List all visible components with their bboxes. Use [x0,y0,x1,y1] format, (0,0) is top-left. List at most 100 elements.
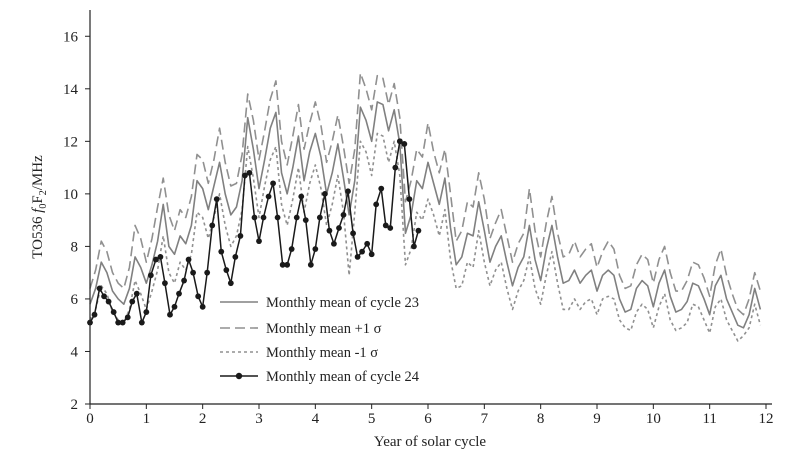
series-3-point-57 [354,254,361,260]
series-3-point-28 [218,248,225,255]
y-axis-label-f: f [30,207,46,213]
series-3-point-33 [242,172,248,179]
y-tick-label-3: 8 [71,239,79,255]
x-tick-label-9: 9 [593,411,601,427]
series-3-point-26 [209,222,216,229]
x-tick-label-7: 7 [481,411,489,427]
series-3-point-10 [133,290,140,297]
series-layer [87,72,762,342]
series-3-point-4 [105,298,112,305]
series-3-point-35 [251,214,258,221]
y-tick-label-7: 16 [63,29,79,45]
axes [89,10,772,405]
series-3-point-44 [293,214,300,221]
series-3-point-11 [138,319,145,326]
y-tick-label-4: 10 [63,187,78,203]
legend-label-plus-sigma: Monthly mean +1 σ [266,321,382,337]
y-axis-label-suffix: /MHz [30,155,46,190]
x-tick-label-4: 4 [312,411,320,427]
series-line-0 [89,101,762,329]
series-3-point-8 [124,314,131,321]
legend-label-minus-sigma: Monthly mean -1 σ [266,345,378,361]
series-3-point-49 [316,214,323,221]
y-tick-label-1: 4 [71,344,79,360]
series-3-point-22 [190,269,196,276]
series-3-point-62 [378,185,385,192]
series-3-point-37 [260,214,267,221]
series-3-point-55 [345,188,351,195]
series-3-point-63 [382,222,389,229]
series-3-point-27 [213,196,220,203]
x-tick-label-11: 11 [702,411,716,427]
series-3-point-64 [387,225,394,231]
series-3-point-67 [401,141,408,147]
series-3-point-51 [326,227,333,234]
series-3-point-3 [101,293,107,300]
y-tick-label-5: 12 [63,134,78,150]
series-3-point-52 [331,240,337,247]
series-3-point-29 [223,267,230,273]
series-3-point-32 [237,232,244,239]
series-3-point-54 [340,211,347,218]
series-3-point-43 [288,246,295,252]
series-3-point-2 [96,285,103,292]
legend-item-cycle24: Monthly mean of cycle 24 [220,369,420,385]
series-3-point-42 [284,261,291,268]
series-3-point-25 [204,269,211,276]
series-3-point-61 [373,201,380,208]
series-3-point-16 [162,280,168,287]
legend-label-cycle23: Monthly mean of cycle 23 [266,295,419,311]
series-3-point-69 [411,243,417,250]
series-3-point-48 [312,246,319,252]
series-3-point-68 [406,196,413,203]
series-3-point-40 [274,214,281,221]
series-3-point-12 [143,309,150,315]
x-axis-label: Year of solar cycle [374,434,487,450]
series-3-point-21 [185,256,192,263]
series-3-point-23 [195,293,202,300]
series-3-point-18 [171,303,178,310]
series-3-point-6 [115,319,122,326]
series-3-point-41 [279,261,286,268]
series-line-1 [89,72,762,316]
series-3-point-39 [270,180,276,187]
legend-item-plus-sigma: Monthly mean +1 σ [220,321,382,337]
series-3-point-17 [167,311,173,318]
series-3-point-20 [181,277,187,284]
series-3-point-38 [265,193,272,200]
legend: Monthly mean of cycle 23 Monthly mean +1… [220,295,420,385]
x-tick-label-1: 1 [143,411,151,427]
series-3-point-36 [256,238,262,245]
series-3-point-53 [336,225,342,231]
series-3-point-9 [129,298,136,305]
series-3-point-50 [322,190,328,197]
x-tick-label-2: 2 [199,411,207,427]
series-3-point-66 [396,138,403,145]
series-3-point-30 [227,280,234,287]
legend-item-minus-sigma: Monthly mean -1 σ [220,345,378,361]
series-3-point-15 [157,254,164,260]
legend-item-cycle23: Monthly mean of cycle 23 [220,295,419,311]
series-3-point-31 [232,254,239,260]
y-axis-label-sub2: 2 [38,190,49,195]
series-3-point-60 [368,251,375,258]
series-3-point-5 [110,309,117,315]
series-3-point-14 [153,256,159,263]
y-tick-label-2: 6 [71,292,79,308]
y-tick-label-6: 14 [63,82,79,98]
series-3-point-46 [302,217,309,224]
y-axis-label-sub0: 0 [38,204,49,209]
series-3-point-70 [415,227,422,234]
x-tick-label-10: 10 [646,411,661,427]
series-3-point-47 [307,261,314,268]
x-tick-label-12: 12 [759,411,774,427]
series-3-point-56 [350,230,356,237]
y-axis-label: TO536 f0F2/MHz [30,155,49,259]
series-3-point-7 [119,319,126,326]
x-tick-label-8: 8 [537,411,545,427]
x-tick-label-6: 6 [424,411,432,427]
x-tick-label-3: 3 [255,411,263,427]
series-3-point-19 [176,290,182,297]
series-3-point-34 [246,169,253,176]
